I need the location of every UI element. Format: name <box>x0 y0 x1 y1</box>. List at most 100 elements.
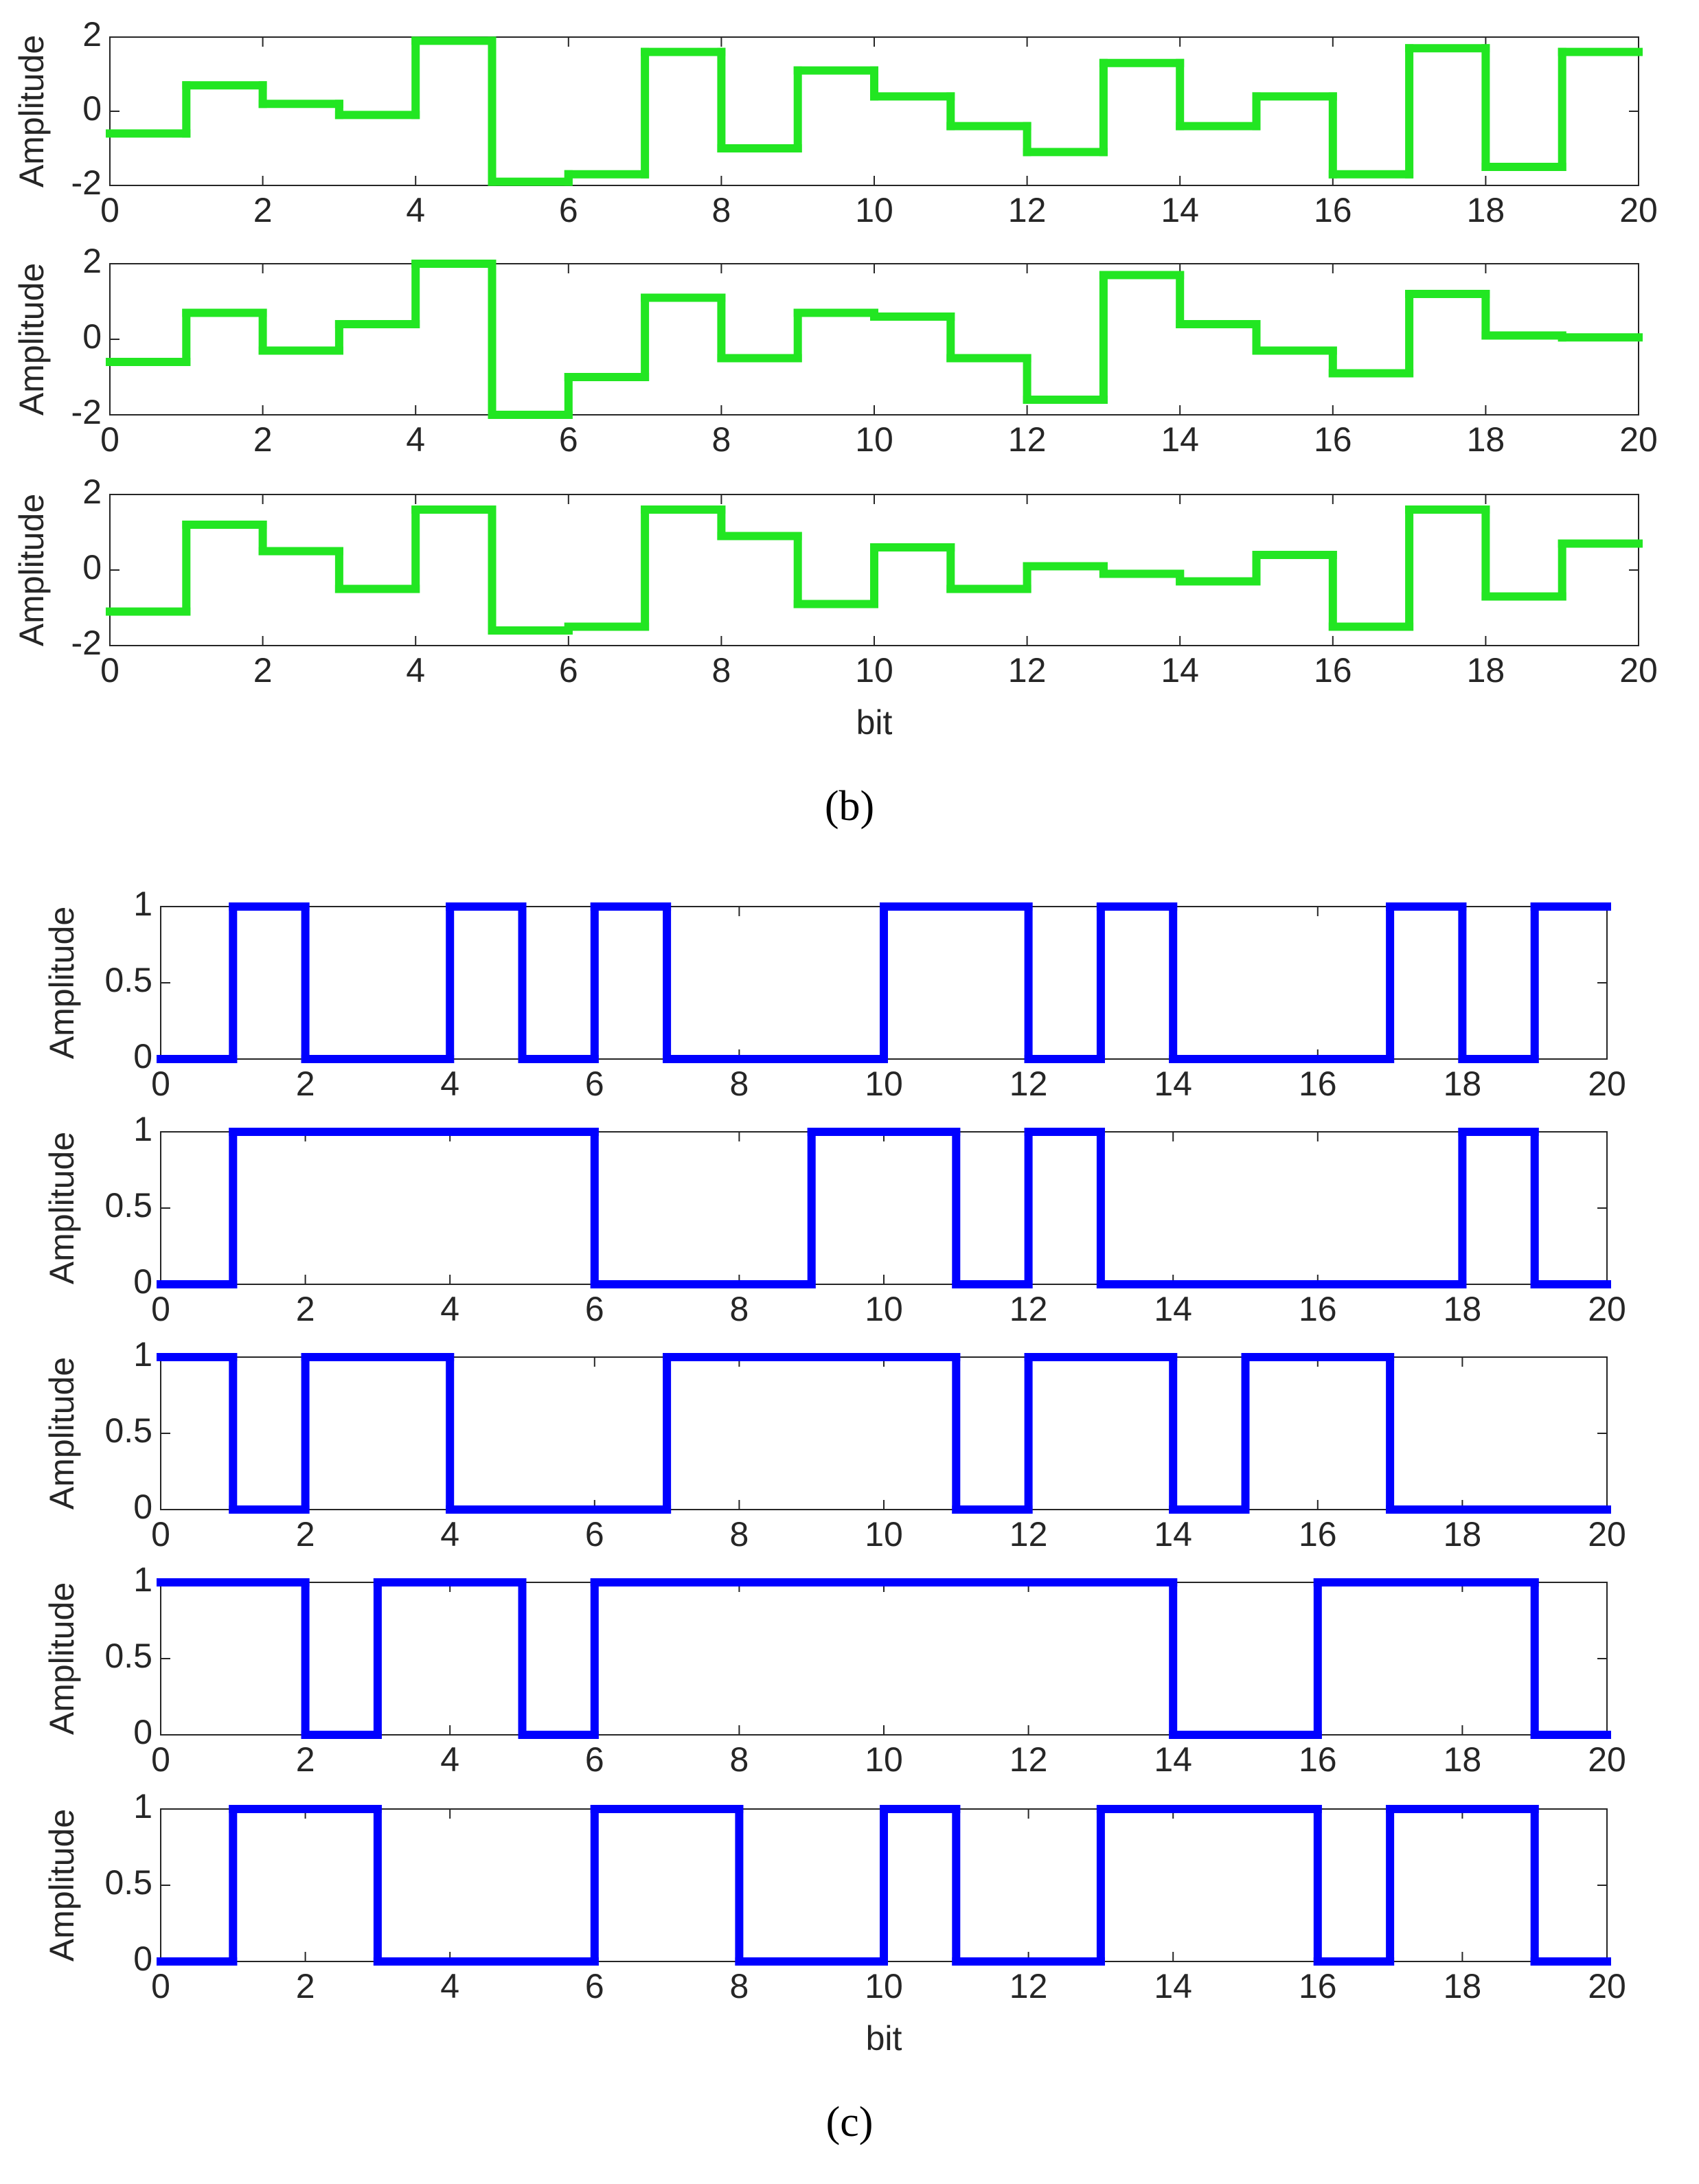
subplot: 0 2 4 6 8 10 12 14 16 18 20 0 0.5 1 Amplitude <box>43 1560 1626 1779</box>
x-tick-label: 12 <box>1008 420 1047 459</box>
y-tick-label: 0 <box>133 1037 152 1076</box>
x-axis-label: bit <box>866 2019 902 2058</box>
x-tick-label: 6 <box>559 191 578 229</box>
x-tick-label: 10 <box>855 651 893 690</box>
y-tick-label: 2 <box>82 242 102 280</box>
x-tick-label: 10 <box>865 1515 903 1554</box>
y-axis-label: Amplitude <box>43 907 81 1059</box>
x-tick-label: 8 <box>729 1740 749 1779</box>
x-tick-label: 2 <box>296 1290 315 1328</box>
x-tick-label: 20 <box>1619 651 1658 690</box>
x-tick-label: 0 <box>151 1967 170 2005</box>
x-tick-label: 8 <box>729 1290 749 1328</box>
x-tick-label: 8 <box>729 1065 749 1103</box>
x-tick-label: 2 <box>253 651 273 690</box>
x-tick-label: 18 <box>1467 420 1505 459</box>
x-tick-label: 18 <box>1444 1515 1482 1554</box>
x-tick-label: 0 <box>100 420 119 459</box>
x-tick-label: 12 <box>1010 1065 1048 1103</box>
x-tick-label: 10 <box>855 420 893 459</box>
x-tick-label: 16 <box>1314 420 1352 459</box>
x-tick-label: 2 <box>296 1065 315 1103</box>
y-tick-label: 1 <box>133 1110 152 1148</box>
y-tick-label: -2 <box>71 624 102 662</box>
y-tick-label: 0.5 <box>104 1411 152 1450</box>
x-tick-label: 18 <box>1444 1290 1482 1328</box>
y-tick-label: 2 <box>82 15 102 54</box>
x-tick-label: 10 <box>865 1740 903 1779</box>
x-tick-label: 6 <box>585 1740 604 1779</box>
y-tick-label: 0.5 <box>104 1637 152 1675</box>
x-tick-label: 8 <box>711 191 731 229</box>
y-axis-label: Amplitude <box>43 1132 81 1284</box>
x-tick-label: 18 <box>1467 651 1505 690</box>
y-axis-label: Amplitude <box>12 35 51 187</box>
x-tick-label: 8 <box>729 1515 749 1554</box>
x-tick-label: 20 <box>1619 191 1658 229</box>
y-tick-label: 1 <box>133 885 152 923</box>
y-tick-label: 0.5 <box>104 961 152 999</box>
y-tick-label: 1 <box>133 1560 152 1599</box>
y-axis-label: Amplitude <box>43 1357 81 1510</box>
x-tick-label: 14 <box>1154 1065 1192 1103</box>
x-tick-label: 18 <box>1467 191 1505 229</box>
y-tick-label: 0.5 <box>104 1863 152 1902</box>
x-tick-label: 2 <box>253 420 273 459</box>
x-tick-label: 20 <box>1619 420 1658 459</box>
x-tick-label: 0 <box>151 1515 170 1554</box>
x-tick-label: 20 <box>1588 1290 1626 1328</box>
x-axis-label: bit <box>856 703 893 742</box>
y-axis-label: Amplitude <box>43 1582 81 1735</box>
x-tick-label: 14 <box>1154 1515 1192 1554</box>
x-tick-label: 2 <box>296 1740 315 1779</box>
x-tick-label: 4 <box>406 420 425 459</box>
x-tick-label: 16 <box>1314 651 1352 690</box>
x-tick-label: 20 <box>1588 1740 1626 1779</box>
y-tick-label: 1 <box>133 1335 152 1374</box>
x-tick-label: 10 <box>865 1290 903 1328</box>
x-tick-label: 20 <box>1588 1065 1626 1103</box>
y-axis-label: Amplitude <box>12 263 51 416</box>
x-tick-label: 4 <box>406 191 425 229</box>
x-tick-label: 12 <box>1010 1967 1048 2005</box>
x-tick-label: 12 <box>1008 191 1047 229</box>
x-tick-label: 6 <box>559 420 578 459</box>
y-tick-label: 1 <box>133 1787 152 1825</box>
x-tick-label: 16 <box>1299 1290 1337 1328</box>
x-tick-label: 2 <box>296 1515 315 1554</box>
x-tick-label: 8 <box>711 420 731 459</box>
x-tick-label: 10 <box>855 191 893 229</box>
x-tick-label: 14 <box>1154 1967 1192 2005</box>
subplot: 0 2 4 6 8 10 12 14 16 18 20 0 0.5 1 Amplitude <box>43 885 1626 1103</box>
x-tick-label: 6 <box>585 1065 604 1103</box>
x-tick-label: 2 <box>253 191 273 229</box>
x-tick-label: 4 <box>440 1290 459 1328</box>
y-tick-label: 0 <box>133 1940 152 1978</box>
x-tick-label: 18 <box>1444 1065 1482 1103</box>
x-tick-label: 8 <box>729 1967 749 2005</box>
x-tick-label: 12 <box>1010 1515 1048 1554</box>
x-tick-label: 14 <box>1154 1290 1192 1328</box>
x-tick-label: 16 <box>1299 1065 1337 1103</box>
subplot: 0 2 4 6 8 10 12 14 16 18 20 0 0.5 1 Amplitude bit (c) <box>43 1787 1626 2146</box>
axes-box <box>160 1582 1608 1736</box>
caption: (c) <box>826 2099 874 2146</box>
x-tick-label: 16 <box>1299 1740 1337 1779</box>
x-tick-label: 4 <box>440 1065 459 1103</box>
y-tick-label: 0 <box>133 1713 152 1751</box>
y-tick-label: 0.5 <box>104 1186 152 1225</box>
y-tick-label: 0 <box>82 317 102 356</box>
x-tick-label: 4 <box>440 1967 459 2005</box>
x-tick-label: 14 <box>1161 420 1199 459</box>
x-tick-label: 18 <box>1444 1740 1482 1779</box>
x-tick-label: 6 <box>585 1290 604 1328</box>
x-tick-label: 0 <box>151 1740 170 1779</box>
axes-box <box>160 1356 1608 1510</box>
axes-box <box>160 1131 1608 1285</box>
y-tick-label: -2 <box>71 393 102 431</box>
x-tick-label: 0 <box>151 1290 170 1328</box>
x-tick-label: 4 <box>406 651 425 690</box>
